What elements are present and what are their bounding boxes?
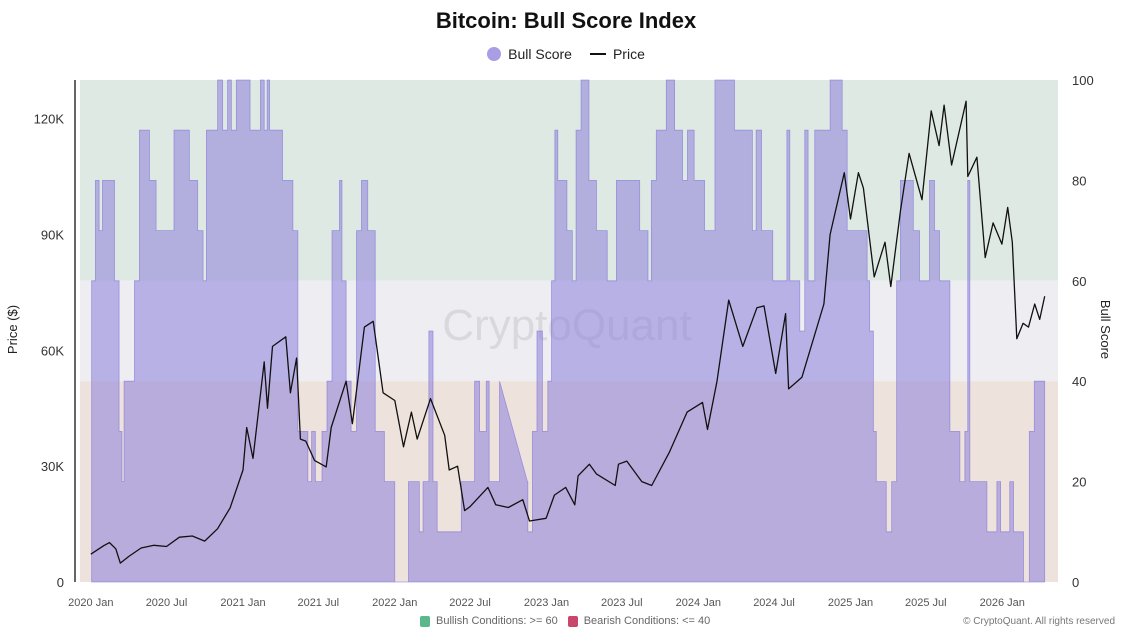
- left-tick-label: 60K: [41, 343, 64, 358]
- x-tick-label: 2022 Jan: [372, 597, 417, 609]
- bullish-conditions-label: Bullish Conditions: >= 60: [436, 615, 558, 627]
- x-tick-label: 2025 Jan: [828, 597, 873, 609]
- bearish-conditions-label: Bearish Conditions: <= 40: [583, 615, 711, 627]
- price-line: [90, 100, 1046, 564]
- right-tick-label: 20: [1072, 475, 1086, 490]
- conditions-legend: Bullish Conditions: >= 60 Bearish Condit…: [420, 615, 710, 627]
- bearish-swatch-icon: [567, 615, 578, 627]
- left-tick-label: 30K: [41, 459, 64, 474]
- bull-score-marker-icon: [487, 47, 502, 61]
- right-axis-label: Bull Score: [1098, 299, 1114, 360]
- x-tick-label: 2026 Jan: [980, 597, 1025, 609]
- x-tick-label: 2023 Jan: [524, 597, 569, 609]
- x-tick-label: 2020 Jan: [68, 597, 113, 609]
- x-tick-label: 2022 Jul: [449, 597, 491, 609]
- bull-score-area: [91, 79, 1046, 583]
- price-line-marker-icon: [589, 53, 606, 55]
- left-tick-label: 0: [57, 575, 64, 590]
- x-tick-label: 2024 Jan: [676, 597, 721, 609]
- right-tick-label: 40: [1072, 374, 1086, 389]
- legend-label-bull-score: Bull Score: [508, 46, 572, 62]
- right-tick-label: 80: [1072, 173, 1086, 188]
- legend-item-bull-score[interactable]: Bull Score: [487, 46, 572, 62]
- legend: Bull Score Price: [0, 46, 1132, 62]
- x-tick-label: 2025 Jul: [905, 597, 947, 609]
- left-tick-label: 120K: [34, 112, 65, 127]
- left-tick-label: 90K: [41, 227, 64, 242]
- right-tick-label: 60: [1072, 274, 1086, 289]
- x-tick-label: 2023 Jul: [601, 597, 643, 609]
- left-axis-label: Price ($): [5, 304, 21, 355]
- legend-label-price: Price: [612, 46, 645, 62]
- copyright: © CryptoQuant. All rights reserved: [963, 616, 1115, 627]
- x-tick-label: 2021 Jul: [297, 597, 339, 609]
- bullish-swatch-icon: [420, 615, 430, 627]
- right-tick-label: 0: [1072, 575, 1079, 590]
- x-tick-label: 2024 Jul: [753, 597, 795, 609]
- x-tick-label: 2020 Jul: [146, 597, 188, 609]
- legend-item-price[interactable]: Price: [589, 46, 645, 62]
- x-tick-label: 2021 Jan: [220, 597, 265, 609]
- right-tick-label: 100: [1072, 73, 1094, 88]
- chart-title: Bitcoin: Bull Score Index: [435, 8, 697, 33]
